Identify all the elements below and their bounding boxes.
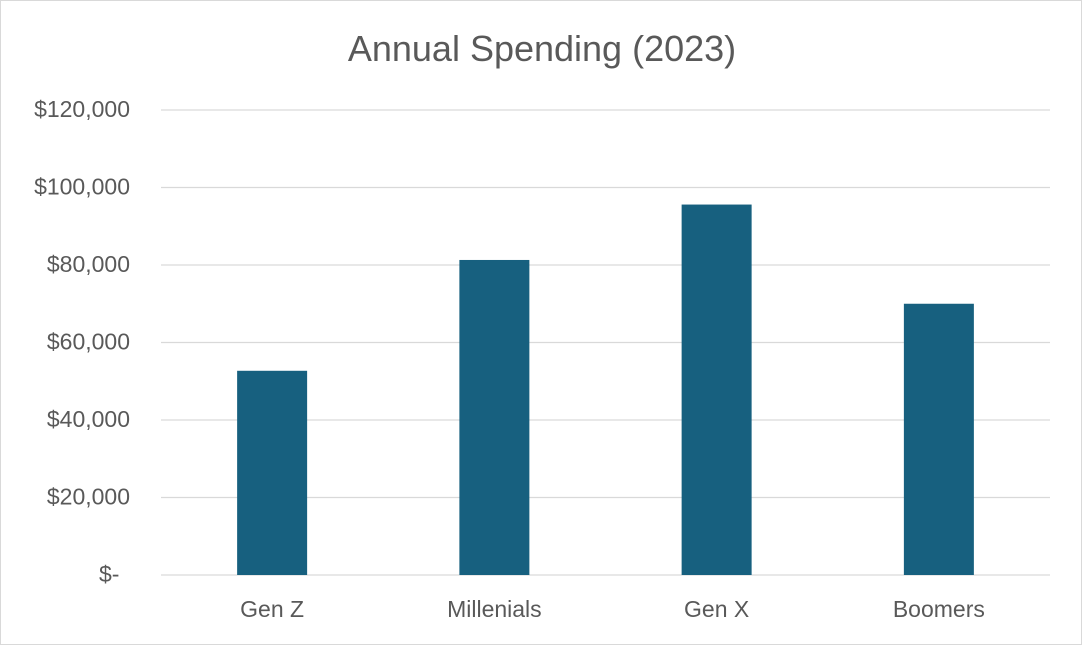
bar-boomers [903,303,974,575]
y-tick-label: $- [99,561,119,587]
x-category-label: Boomers [893,596,985,622]
y-tick-label: $20,000 [47,484,130,510]
y-tick-label: $100,000 [34,174,130,200]
bar-millenials [459,259,530,575]
y-tick-label: $80,000 [47,251,130,277]
chart-title: Annual Spending (2023) [348,28,736,69]
y-tick-label: $60,000 [47,329,130,355]
bars [237,204,974,576]
x-category-label: Gen X [684,596,749,622]
x-category-label: Gen Z [240,596,304,622]
y-axis-tick-labels: $- $20,000 $40,000 $60,000 $80,000 $100,000 $1… [34,96,130,587]
y-tick-label: $120,000 [34,96,130,122]
gridlines [161,109,1050,576]
bar-gen-x [681,204,752,576]
y-tick-label: $40,000 [47,406,130,432]
bar-gen-z [237,370,308,575]
x-axis-category-labels: Gen Z Millenials Gen X Boomers [240,596,985,622]
x-category-label: Millenials [447,596,542,622]
